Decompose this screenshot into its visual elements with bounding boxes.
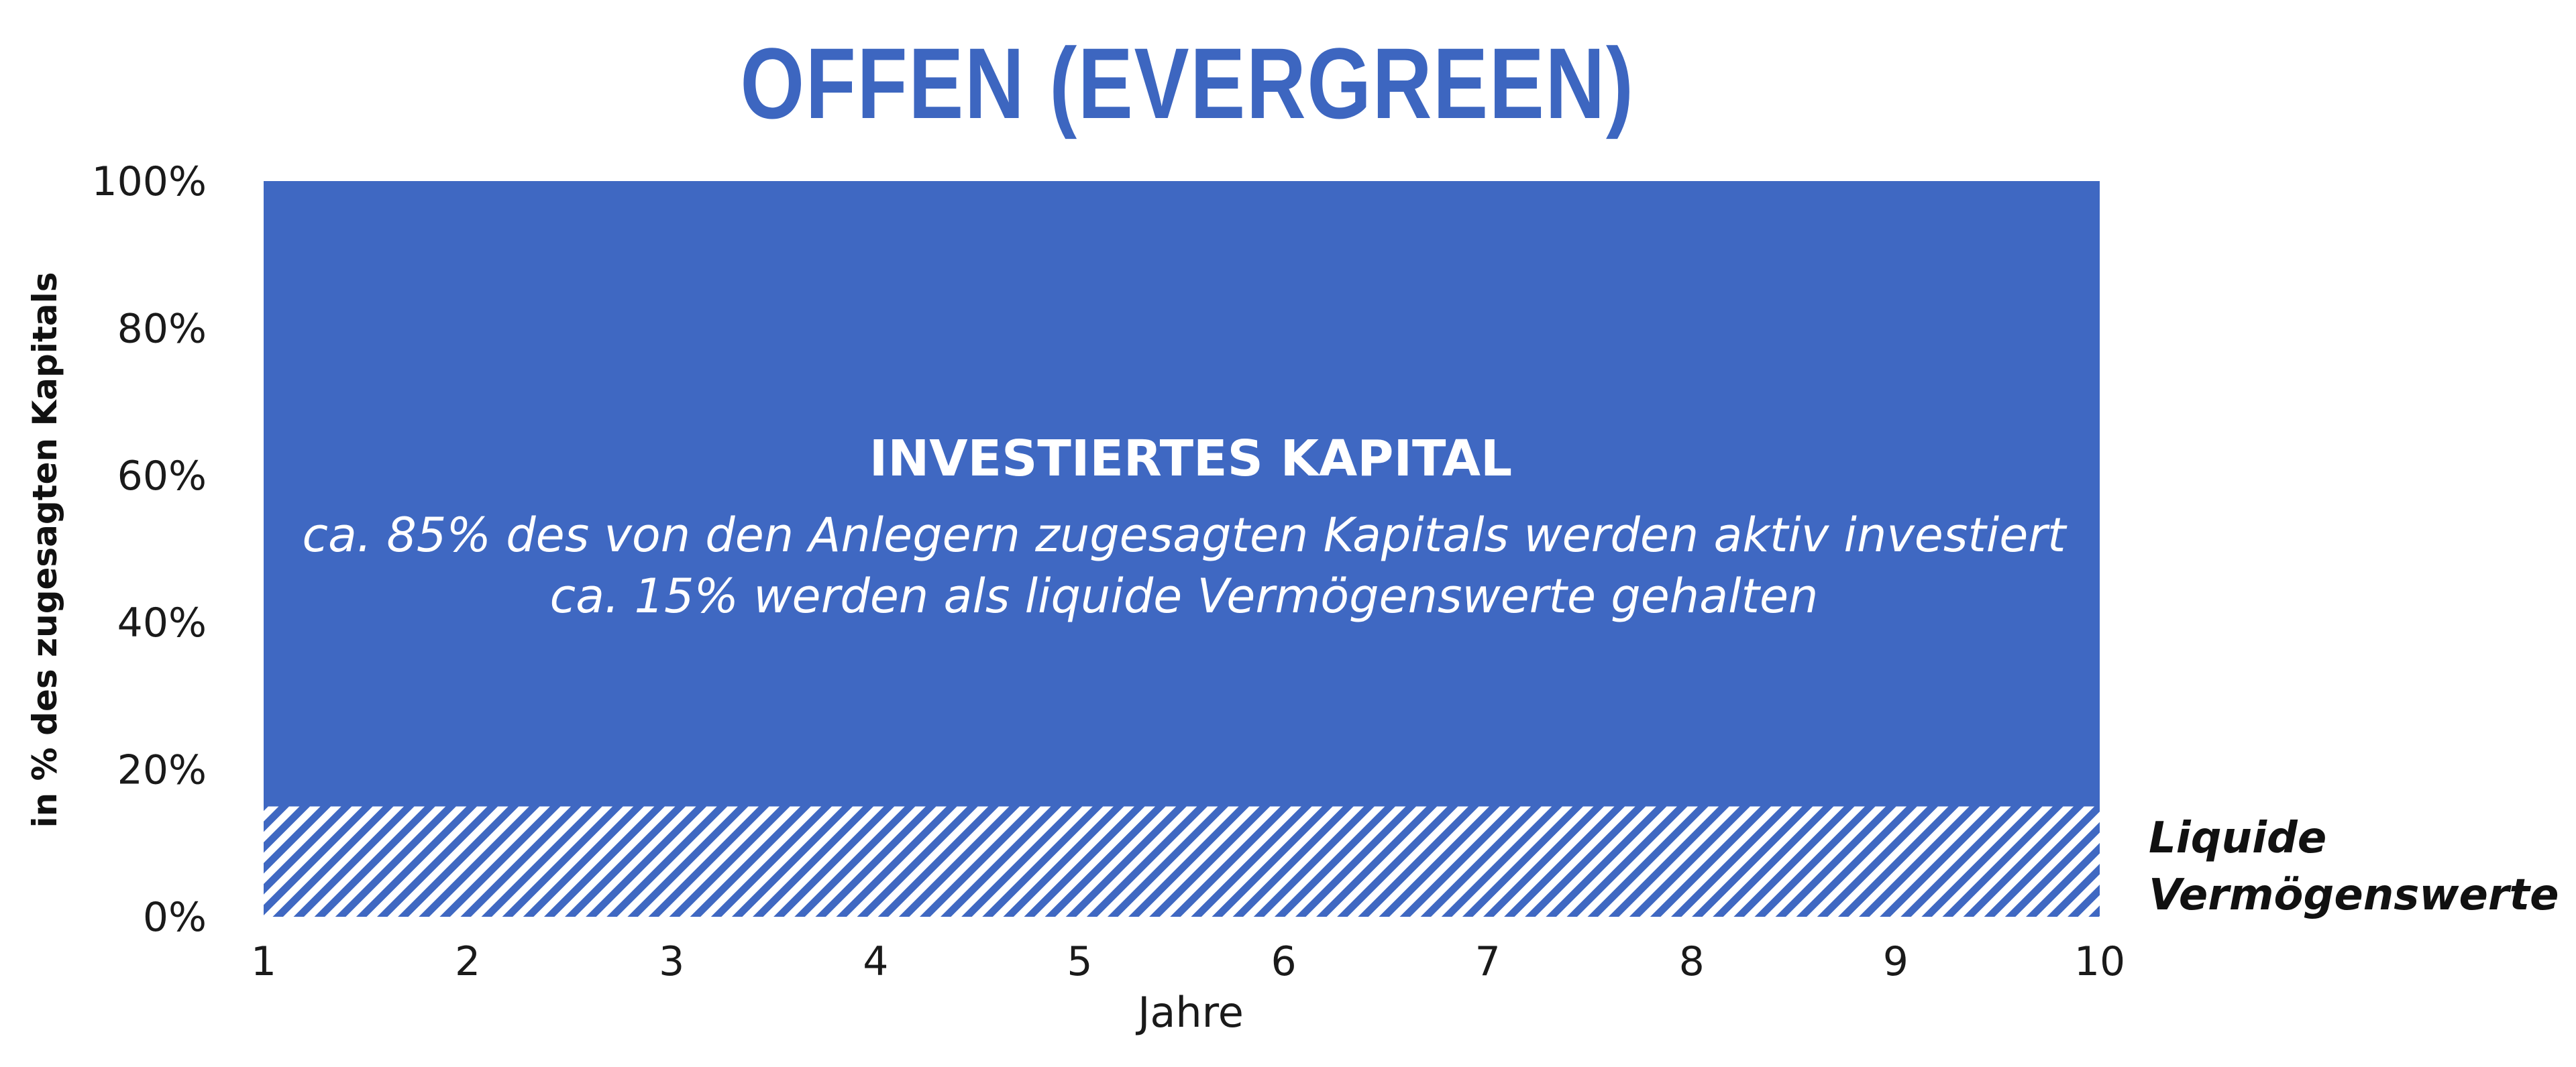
x-tick-label: 6 <box>1271 938 1296 985</box>
chart-title: OFFEN (EVERGREEN) <box>740 27 1635 139</box>
annotation-title: INVESTIERTES KAPITAL <box>869 430 1512 488</box>
x-tick-label: 3 <box>659 938 684 985</box>
x-tick-label: 5 <box>1067 938 1092 985</box>
legend-liquid-line-1: Liquide <box>2149 813 2326 863</box>
x-tick-label: 4 <box>863 938 888 985</box>
annotation-line-1: ca. 85% des von den Anlegern zugesagten … <box>303 508 2068 563</box>
annotation-line-2: ca. 15% werden als liquide Vermögenswert… <box>550 569 1819 624</box>
x-tick-label: 8 <box>1679 938 1705 985</box>
area-liquide-vermoegenswerte <box>264 806 2100 917</box>
x-tick-label: 9 <box>1883 938 1909 985</box>
x-tick-label: 10 <box>2074 938 2125 985</box>
x-tick-label: 2 <box>455 938 480 985</box>
y-axis-label: in % des zugesagten Kapitals <box>25 272 64 828</box>
y-tick-label: 60% <box>117 453 207 500</box>
x-tick-label: 1 <box>251 938 276 985</box>
y-tick-label: 20% <box>117 747 207 794</box>
y-tick-label: 100% <box>91 158 207 205</box>
legend-liquid-line-2: Vermögenswerte <box>2149 871 2559 920</box>
area-investiertes-kapital <box>264 181 2100 807</box>
x-tick-label: 7 <box>1475 938 1501 985</box>
y-tick-label: 40% <box>117 600 207 647</box>
y-tick-label: 0% <box>143 894 207 941</box>
x-axis-label: Jahre <box>1135 988 1244 1037</box>
y-tick-label: 80% <box>117 305 207 352</box>
